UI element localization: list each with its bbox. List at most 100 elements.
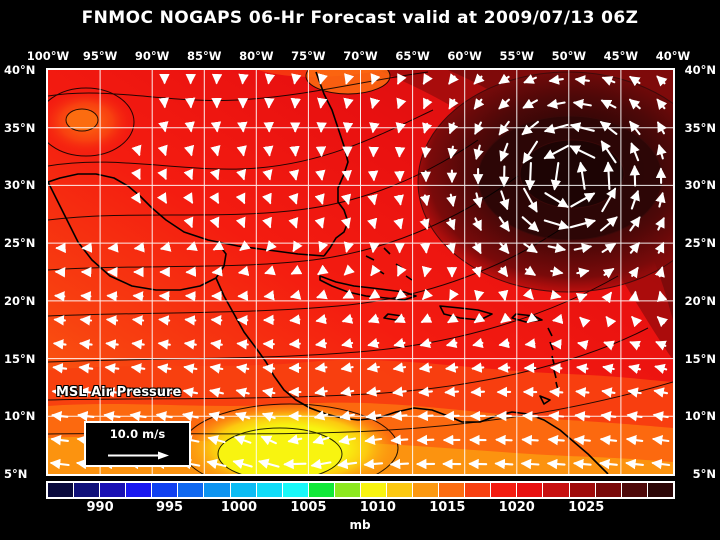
wind-vector-arrow [370,73,381,85]
wind-vector-arrow [103,411,121,422]
wind-vector-arrow [471,266,482,278]
colorbar-cell[interactable] [48,483,74,497]
wind-vector-arrow [471,242,482,255]
wind-vector-arrow [257,458,280,469]
wind-vector-arrow [394,170,405,182]
wind-vector-arrow [78,363,94,374]
wind-vector-arrow [315,169,326,181]
colorbar-cell[interactable] [255,483,282,497]
wind-vector-arrow [367,313,380,324]
wind-vector-arrow [367,337,380,349]
wind-vector-arrow [233,435,252,446]
wind-vector-arrow [369,122,380,134]
wind-vector-arrow [157,144,168,157]
colorbar-cell[interactable] [646,483,673,497]
colorbar-cell[interactable] [516,483,543,497]
longitude-tick-label: 70°W [343,49,378,63]
wind-vector-arrow [183,168,194,181]
wind-vector-arrow [365,386,381,397]
wind-vector-arrow [419,218,430,230]
colorbar-cell[interactable] [307,483,334,497]
wind-vector-arrow [235,363,250,374]
wind-vector-arrow [344,73,355,85]
wind-vector-arrow [210,339,223,350]
wind-vector-arrow [312,434,330,445]
colorbar-cell[interactable] [151,483,178,497]
wind-vector-arrow [444,386,460,398]
wind-vector-arrow [654,266,665,278]
wind-vector-arrow [343,97,354,109]
wind-vector-arrow [156,387,173,398]
colorbar-cell[interactable] [594,483,621,497]
wind-vector-arrow [422,288,434,301]
wind-vector-arrow [474,289,485,302]
colorbar-cell[interactable] [386,483,413,497]
wind-vector-arrow [130,192,141,204]
wind-vector-arrow [394,146,406,158]
wind-vector-arrow [157,363,172,374]
wind-vector-arrow [50,434,69,446]
wind-vector-arrow [547,242,567,253]
latitude-tick-label: 30°N [4,178,36,193]
wind-vector-arrow [422,122,433,134]
wind-vector-arrow [366,362,380,373]
colorbar-cell[interactable] [99,483,126,497]
wind-vector-arrow [526,312,539,324]
wind-vector-arrow [391,410,408,422]
wind-scale-legend: 10.0 m/s [84,421,191,467]
wind-vector-arrow [552,313,564,325]
wind-vector-arrow [314,217,325,229]
wind-vector-arrow [473,312,486,324]
colorbar-cell[interactable] [490,483,517,497]
wind-vector-arrow [420,242,431,254]
wind-vector-arrow [600,99,617,110]
colorbar-cell[interactable] [281,483,308,497]
wind-vector-arrow [235,192,246,205]
wind-vector-arrow [51,386,68,398]
colorbar-cell[interactable] [464,483,491,497]
wind-vector-arrow [317,264,329,276]
wind-vector-arrow [447,145,458,159]
colorbar-cell[interactable] [359,483,387,497]
wind-vector-arrow [393,217,404,230]
colorbar-cell[interactable] [203,483,230,497]
colorbar-cell[interactable] [568,483,595,497]
wind-vector-arrow [473,73,485,85]
map-plot-area[interactable] [46,68,675,476]
wind-vector-arrow [656,316,669,328]
wind-vector-arrow [392,386,407,397]
wind-vector-arrow [629,164,641,187]
wind-vector-arrow [131,339,145,350]
wind-vector-arrow [288,169,300,181]
colorbar-tick-label: 1025 [568,500,605,515]
wind-vector-arrow [341,313,354,324]
colorbar-cell[interactable] [177,483,204,497]
wind-vector-arrow [313,410,329,421]
colorbar-cell[interactable] [73,483,100,497]
colorbar-tick-label: 1020 [498,500,535,515]
colorbar-cell[interactable] [229,483,256,497]
wind-vector-arrow [209,363,224,374]
wind-vector-arrow [572,458,592,470]
colorbar-tick-label: 1000 [220,500,258,515]
wind-vector-arrow [524,161,536,191]
colorbar-cell[interactable] [412,483,439,497]
wind-vector-arrow [574,411,591,422]
wind-vector-arrow [210,315,223,326]
latitude-tick-label: 35°N [4,120,36,135]
wind-vector-arrow [601,291,612,304]
wind-vector-arrow [543,123,569,134]
colorbar-cell[interactable] [620,483,647,497]
wind-vector-arrow [186,241,198,252]
wind-vector-arrow [628,290,640,302]
colorbar-cell[interactable] [542,483,569,497]
wind-vector-arrow [288,338,301,349]
wind-vector-arrow [261,411,276,422]
colorbar-cell[interactable] [333,483,360,497]
wind-vector-arrow [656,75,668,87]
colorbar-cell[interactable] [438,483,465,497]
wind-vector-arrow [363,458,384,470]
wind-vector-arrow [655,216,665,231]
pressure-colorbar[interactable] [46,481,675,499]
colorbar-cell[interactable] [125,483,152,497]
